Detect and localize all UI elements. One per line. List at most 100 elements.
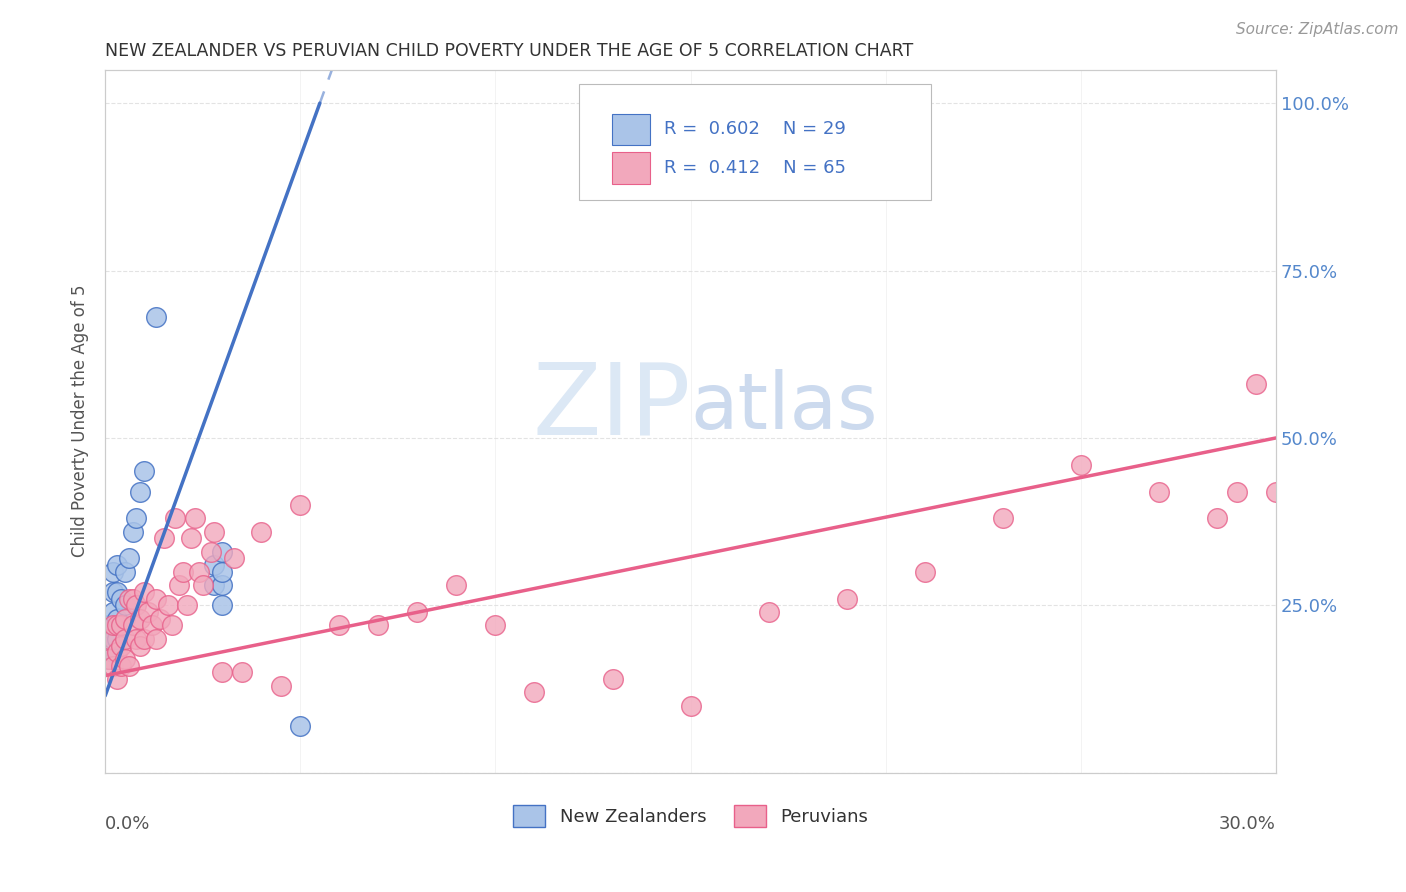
Point xyxy=(169,578,191,592)
Text: atlas: atlas xyxy=(690,369,879,445)
Point xyxy=(165,511,187,525)
Point xyxy=(101,585,124,599)
Point xyxy=(180,532,202,546)
Point xyxy=(172,565,194,579)
Point xyxy=(211,545,233,559)
Point xyxy=(117,591,139,606)
Point xyxy=(145,632,167,646)
Point xyxy=(145,591,167,606)
Point xyxy=(117,551,139,566)
Legend: New Zealanders, Peruvians: New Zealanders, Peruvians xyxy=(506,797,876,834)
Point xyxy=(125,511,148,525)
Point xyxy=(129,639,152,653)
Point xyxy=(125,632,148,646)
Point xyxy=(114,612,136,626)
Text: ZIP: ZIP xyxy=(533,359,690,456)
Point xyxy=(211,599,233,613)
Point xyxy=(602,672,624,686)
Point xyxy=(101,605,124,619)
Point xyxy=(114,599,136,613)
Point xyxy=(152,532,174,546)
Point xyxy=(98,652,121,666)
Point xyxy=(367,618,389,632)
Point xyxy=(134,632,156,646)
Point xyxy=(114,565,136,579)
Point xyxy=(231,665,253,680)
Point xyxy=(101,658,124,673)
Point xyxy=(290,719,312,733)
Point xyxy=(270,679,292,693)
Point xyxy=(110,639,132,653)
Point xyxy=(211,665,233,680)
Point xyxy=(121,618,143,632)
Point xyxy=(98,618,121,632)
Point xyxy=(121,591,143,606)
Point xyxy=(991,511,1014,525)
Point xyxy=(101,618,124,632)
Point xyxy=(204,524,226,539)
Point xyxy=(145,310,167,325)
Point xyxy=(211,578,233,592)
Point xyxy=(101,632,124,646)
Point xyxy=(110,618,132,632)
Point xyxy=(222,551,245,566)
Point xyxy=(105,645,128,659)
Point xyxy=(105,558,128,573)
Point xyxy=(184,511,207,525)
Point xyxy=(98,652,121,666)
Point xyxy=(156,599,179,613)
Bar xyxy=(612,113,650,145)
Point xyxy=(250,524,273,539)
Point xyxy=(1226,484,1249,499)
Point xyxy=(835,591,858,606)
Point xyxy=(204,578,226,592)
Point xyxy=(110,618,132,632)
Text: 0.0%: 0.0% xyxy=(105,815,150,833)
Point xyxy=(110,591,132,606)
Point xyxy=(160,618,183,632)
Point xyxy=(176,599,198,613)
Point xyxy=(290,498,312,512)
Point xyxy=(679,698,702,713)
Text: R =  0.602    N = 29: R = 0.602 N = 29 xyxy=(664,120,845,138)
Text: 30.0%: 30.0% xyxy=(1219,815,1277,833)
Point xyxy=(200,545,222,559)
Point xyxy=(110,658,132,673)
FancyBboxPatch shape xyxy=(579,84,931,200)
Point xyxy=(134,585,156,599)
Point xyxy=(117,658,139,673)
Point xyxy=(134,464,156,478)
Point xyxy=(1206,511,1229,525)
Point xyxy=(98,632,121,646)
Point xyxy=(187,565,209,579)
Text: NEW ZEALANDER VS PERUVIAN CHILD POVERTY UNDER THE AGE OF 5 CORRELATION CHART: NEW ZEALANDER VS PERUVIAN CHILD POVERTY … xyxy=(105,42,914,60)
Point xyxy=(141,618,163,632)
Bar xyxy=(612,153,650,184)
Y-axis label: Child Poverty Under the Age of 5: Child Poverty Under the Age of 5 xyxy=(72,285,89,558)
Point xyxy=(758,605,780,619)
Point xyxy=(1265,484,1288,499)
Point xyxy=(211,565,233,579)
Point xyxy=(149,612,172,626)
Point xyxy=(446,578,468,592)
Point xyxy=(523,685,546,699)
Point xyxy=(114,652,136,666)
Text: R =  0.412    N = 65: R = 0.412 N = 65 xyxy=(664,159,845,178)
Point xyxy=(114,632,136,646)
Point xyxy=(1070,458,1092,472)
Point xyxy=(484,618,506,632)
Point xyxy=(101,565,124,579)
Point xyxy=(204,558,226,573)
Point xyxy=(406,605,429,619)
Point xyxy=(1246,377,1268,392)
Point xyxy=(105,585,128,599)
Point xyxy=(191,578,214,592)
Point xyxy=(129,612,152,626)
Point xyxy=(121,524,143,539)
Point xyxy=(328,618,350,632)
Point xyxy=(914,565,936,579)
Point xyxy=(105,672,128,686)
Point xyxy=(129,484,152,499)
Point xyxy=(98,639,121,653)
Point xyxy=(101,645,124,659)
